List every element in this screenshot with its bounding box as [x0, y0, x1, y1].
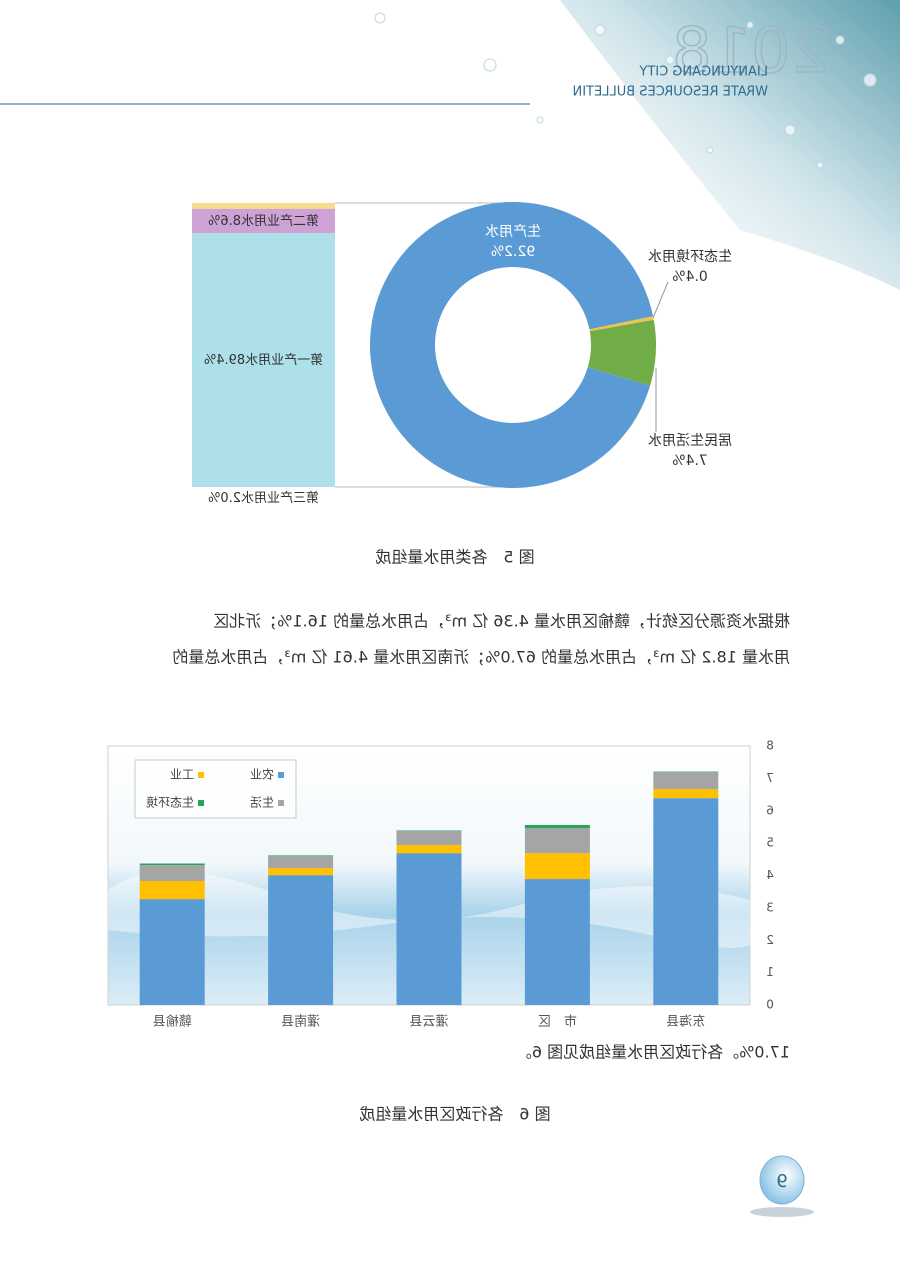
leader-line: [652, 281, 669, 319]
x-tick-label: 灌南县: [281, 1014, 320, 1030]
legend-label: 工业: [170, 768, 194, 782]
y-tick-label: 1: [766, 965, 774, 979]
segment-label: 第三产业用水2.0%: [208, 491, 319, 506]
bar-segment: [396, 853, 462, 1005]
bar-segment: [653, 798, 719, 1005]
figure-caption: 图 6 各行政区用水量组成: [359, 1105, 550, 1124]
y-tick-label: 4: [766, 868, 774, 882]
x-tick-label: 灌云县: [409, 1015, 448, 1030]
header-year: 2018: [672, 14, 830, 87]
stack-segment: [192, 233, 335, 487]
segment-value: 2.0%: [208, 491, 241, 506]
y-tick-label: 0: [766, 998, 774, 1012]
bar-segment: [524, 828, 590, 854]
page-number-shadow: [750, 1207, 814, 1217]
stack-segment: [192, 208, 335, 234]
paragraph-line: 根据水资源分区统计，赣榆区用水量 4.36 亿 m³，占用水总量的 16.1%；…: [213, 612, 790, 631]
segment-label: 居民生活用水: [648, 433, 732, 449]
segment-value: 7.4%: [672, 453, 708, 469]
header-bulletin: WRATE RESOURCES BULLETIN: [573, 85, 768, 100]
bar-segment: [396, 830, 462, 832]
water-drops: [374, 12, 877, 169]
bar-segment: [268, 875, 334, 1005]
donut-segment: [589, 316, 654, 332]
segment-label: 生态环境用水: [648, 249, 732, 265]
segment-label: 生产用水: [485, 224, 541, 240]
stack-segment: [192, 203, 335, 209]
donut-segment: [587, 319, 656, 386]
bar-segment: [653, 771, 719, 773]
bar-segment: [139, 899, 205, 1005]
bar-segment: [396, 845, 462, 854]
segment-label: 第二产业用水8.6%: [208, 213, 319, 228]
legend-swatch: [198, 800, 204, 806]
bar-segment: [268, 856, 334, 869]
y-tick-label: 8: [766, 739, 774, 753]
x-tick-label: 市 区: [538, 1014, 577, 1030]
segment-value: 92.2%: [491, 244, 535, 260]
page-number: 9: [776, 1171, 787, 1192]
legend-swatch: [198, 772, 204, 778]
bar-segment: [653, 789, 719, 799]
segment-name: 第三产业用水: [241, 491, 319, 506]
legend-label: 生活: [250, 796, 274, 810]
figure-5: 生产用水 92.2% 生态环境用水 0.4% 居民生活用水 7.4% 第一产业用水89.4%…: [192, 202, 732, 506]
legend-box: [134, 759, 297, 819]
y-tick-label: 3: [766, 900, 774, 914]
bar-segment: [524, 824, 590, 829]
x-tick-label: 赣榆县: [153, 1015, 192, 1030]
y-tick-label: 5: [766, 836, 774, 850]
segment-value: 89.4%: [204, 353, 245, 368]
bar-segment: [524, 879, 590, 1005]
segment-label: 第一产业用水89.4%: [204, 353, 323, 368]
donut-segment: [370, 202, 654, 489]
bar-segment: [268, 868, 334, 876]
y-tick-label: 6: [766, 803, 774, 817]
bar-segment: [524, 853, 590, 880]
bar-segment: [396, 831, 462, 846]
paragraph-line: 17.0%。各行政区用水量组成见图 6。: [516, 1043, 790, 1062]
legend-swatch: [278, 772, 284, 778]
y-tick-label: 7: [766, 771, 774, 785]
y-tick-label: 2: [766, 933, 774, 947]
segment-name: 第二产业用水: [241, 213, 319, 228]
figure-caption: 图 5 各类用水量组成: [375, 548, 534, 567]
segment-value: 0.4%: [672, 269, 708, 285]
bar-segment: [139, 865, 205, 882]
header-city: LIANYUNGANG CITY: [639, 65, 768, 80]
page-number-drop: [759, 1155, 805, 1205]
segment-name: 第一产业用水: [245, 353, 323, 368]
legend-swatch: [278, 800, 284, 806]
header-decoration: [560, 0, 900, 290]
bar-segment: [139, 881, 205, 900]
bar-segment: [139, 863, 205, 866]
paragraph-line: 用水量 18.2 亿 m³，占用水总量的 67.0%；沂南区用水量 4.61 亿…: [172, 648, 790, 667]
bar-segment: [653, 772, 719, 790]
bar-segment: [268, 855, 334, 857]
legend-label: 农业: [250, 768, 274, 782]
segment-value: 8.6%: [208, 213, 241, 228]
legend-label: 生态环境: [146, 795, 194, 810]
x-tick-label: 东海县: [666, 1015, 705, 1030]
